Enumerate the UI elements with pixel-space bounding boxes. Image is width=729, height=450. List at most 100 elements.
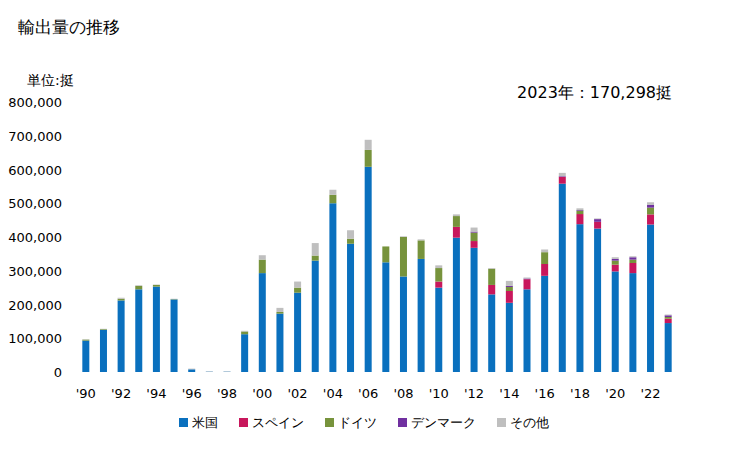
bar-segment xyxy=(435,282,442,288)
bar-segment xyxy=(312,261,319,372)
legend-label: 米国 xyxy=(192,415,218,430)
bar-segment xyxy=(276,314,283,372)
bar-segment xyxy=(365,140,372,150)
bar-segment xyxy=(100,329,107,331)
bar-segment xyxy=(206,371,213,372)
bar-segment xyxy=(382,246,389,262)
x-tick-label: '02 xyxy=(288,386,308,401)
bar-segment xyxy=(559,184,566,372)
bar-segment xyxy=(347,244,354,372)
x-tick-label: '16 xyxy=(535,386,555,401)
bar-segment xyxy=(224,371,231,372)
bar-segment xyxy=(118,298,125,299)
bar-segment xyxy=(224,371,231,372)
legend-swatch xyxy=(497,418,506,427)
bar-segment xyxy=(612,271,619,372)
bar-segment xyxy=(665,314,672,316)
bar-segment xyxy=(400,237,407,238)
bar-segment xyxy=(594,218,601,220)
bar-segment xyxy=(153,284,160,285)
bar-segment xyxy=(418,259,425,372)
bar-segment xyxy=(418,240,425,259)
bar-segment xyxy=(171,299,178,372)
x-tick-label: '12 xyxy=(464,386,484,401)
bar-segment xyxy=(135,289,142,372)
y-tick-label: 200,000 xyxy=(8,298,62,313)
y-tick-label: 100,000 xyxy=(8,331,62,346)
bar-segment xyxy=(453,227,460,238)
bar-segment xyxy=(435,268,442,282)
bar-segment xyxy=(435,265,442,268)
bar-segment xyxy=(82,339,89,340)
bar-segment xyxy=(488,269,495,285)
bar-segment xyxy=(382,246,389,247)
x-tick-label: '94 xyxy=(146,386,166,401)
bar-segment xyxy=(559,176,566,177)
legend-label: その他 xyxy=(510,415,549,430)
annotation: 2023年：170,298挺 xyxy=(517,83,672,102)
bar-segment xyxy=(524,278,531,280)
bar-segment xyxy=(171,299,178,300)
bar-segment xyxy=(506,287,513,291)
bar-segment xyxy=(153,287,160,372)
x-tick-label: '00 xyxy=(252,386,272,401)
x-tick-label: '04 xyxy=(323,386,343,401)
legend-swatch xyxy=(398,418,407,427)
bar-segment xyxy=(612,259,619,261)
bar-segment xyxy=(118,300,125,372)
bar-segment xyxy=(665,323,672,372)
bar-segment xyxy=(541,276,548,372)
bar-segment xyxy=(82,339,89,340)
bar-segment xyxy=(559,173,566,176)
bar-segment xyxy=(647,214,654,224)
bar-segment xyxy=(453,216,460,227)
y-tick-label: 400,000 xyxy=(8,230,62,245)
bar-segment xyxy=(153,285,160,287)
x-tick-label: '20 xyxy=(605,386,625,401)
bar-segment xyxy=(276,312,283,314)
bar-segment xyxy=(312,243,319,255)
bar-segment xyxy=(100,329,107,330)
bar-segment xyxy=(524,279,531,289)
bar-segment xyxy=(471,232,478,233)
bar-segment xyxy=(206,371,213,372)
y-tick-label: 800,000 xyxy=(8,95,62,110)
bar-segment xyxy=(241,332,248,335)
bar-segment xyxy=(82,341,89,372)
bar-segment xyxy=(382,262,389,372)
bar-segment xyxy=(259,260,266,274)
x-tick-label: '06 xyxy=(358,386,378,401)
bar-segment xyxy=(471,233,478,241)
bar-segment xyxy=(206,371,213,372)
bar-segment xyxy=(612,265,619,272)
title: 輸出量の推移 xyxy=(18,17,120,37)
x-tick-label: '14 xyxy=(499,386,519,401)
bar-segment xyxy=(488,268,495,269)
bar-segment xyxy=(241,334,248,372)
bar-segment xyxy=(188,369,195,372)
bar-segment xyxy=(524,278,531,279)
bar-segment xyxy=(435,288,442,372)
bar-segment xyxy=(153,284,160,285)
bar-segment xyxy=(612,257,619,259)
bar-segment xyxy=(594,219,601,222)
legend-swatch xyxy=(325,418,334,427)
legend-label: デンマーク xyxy=(411,415,476,430)
bar-segment xyxy=(276,308,283,312)
bar-segment xyxy=(100,330,107,372)
bar-segment xyxy=(576,208,583,210)
bar-segment xyxy=(294,293,301,372)
bar-segment xyxy=(418,240,425,241)
bar-segment xyxy=(506,286,513,287)
bar-segment xyxy=(418,239,425,240)
bar-segment xyxy=(629,273,636,372)
bar-segment xyxy=(629,263,636,273)
bar-segment xyxy=(559,177,566,184)
bar-segment xyxy=(629,260,636,263)
bar-segment xyxy=(188,369,195,370)
bar-segment xyxy=(347,239,354,244)
x-tick-label: '96 xyxy=(182,386,202,401)
bar-segment xyxy=(665,319,672,323)
bar-segment xyxy=(647,202,654,205)
bar-segment xyxy=(400,276,407,372)
